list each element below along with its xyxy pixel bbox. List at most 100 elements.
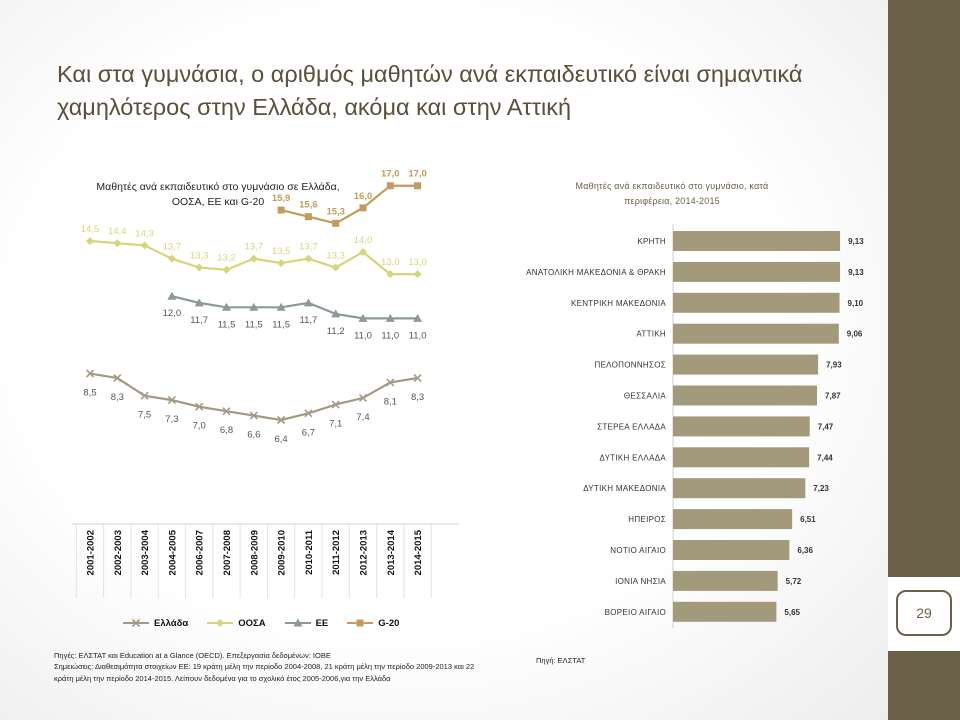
legend-swatch bbox=[284, 618, 311, 627]
data-label: 13,7 bbox=[245, 242, 264, 253]
category-label: ΔΥΤΙΚΗ ΜΑΚΕΔΟΝΙΑ bbox=[583, 484, 666, 493]
series-marker bbox=[113, 373, 122, 383]
bar bbox=[673, 231, 841, 251]
data-label: 8,3 bbox=[111, 392, 124, 403]
series-marker bbox=[304, 213, 312, 221]
data-label: 14,4 bbox=[108, 226, 127, 237]
series-marker bbox=[358, 393, 368, 402]
series-marker bbox=[386, 182, 394, 190]
category-label: ΔΥΤΙΚΗ ΕΛΛΑΔΑ bbox=[600, 453, 667, 462]
category-label: ΑΤΤΙΚΗ bbox=[636, 330, 666, 339]
charts-canvas: 2001-2002 2002-2003 2003-2004 2004-2005 2006… bbox=[72, 169, 864, 628]
value-label: 7,93 bbox=[826, 361, 842, 370]
data-label: 7,1 bbox=[329, 419, 342, 430]
legend-item: ΕΕ bbox=[284, 617, 329, 629]
series-marker bbox=[195, 402, 204, 411]
category-label: ΙΟΝΙΑ ΝΗΣΙΑ bbox=[615, 577, 666, 586]
data-label: 13,7 bbox=[299, 242, 318, 253]
legend-swatch bbox=[347, 619, 374, 627]
data-label: 13,5 bbox=[272, 246, 291, 257]
series-marker bbox=[304, 254, 313, 263]
bar bbox=[673, 354, 819, 375]
line-chart-legend: Ελλάδα ΟΟΣΑ ΕΕ G-20 bbox=[122, 616, 417, 630]
legend-label: ΕΕ bbox=[315, 617, 329, 629]
bar-chart-title: Μαθητές ανά εκπαιδευτικό στο γυμνάσιο, κ… bbox=[575, 181, 769, 206]
x-tick-label: 2009-2010 bbox=[277, 530, 288, 575]
data-label: 11,7 bbox=[190, 315, 208, 326]
series-marker bbox=[331, 263, 340, 272]
page-number-frame bbox=[896, 590, 952, 636]
page-number: 29 bbox=[916, 605, 932, 621]
value-label: 9,10 bbox=[848, 299, 864, 308]
legend-item: Ελλάδα bbox=[122, 617, 188, 629]
data-label: 14,5 bbox=[81, 224, 100, 235]
data-label: 11,5 bbox=[245, 319, 263, 330]
series-marker bbox=[359, 248, 367, 257]
data-label: 14,3 bbox=[135, 228, 154, 239]
x-tick-label: 2006-2007 bbox=[195, 530, 206, 575]
value-label: 7,47 bbox=[818, 422, 834, 431]
series-marker bbox=[386, 270, 395, 279]
category-label: ΣΤΕΡΕΑ ΕΛΛΑΔΑ bbox=[597, 422, 666, 431]
series-marker bbox=[358, 313, 368, 322]
data-label: 11,0 bbox=[381, 330, 399, 341]
data-label: 7,0 bbox=[193, 421, 206, 432]
bar bbox=[673, 540, 790, 560]
series-marker bbox=[195, 263, 204, 272]
x-tick-label: 2002-2003 bbox=[113, 530, 124, 575]
data-label: 11,2 bbox=[327, 326, 345, 337]
line-chart: 2001-2002 2002-2003 2003-2004 2004-2005 2006… bbox=[72, 169, 458, 598]
series-line bbox=[171, 295, 418, 320]
value-label: 9,13 bbox=[848, 237, 864, 246]
x-tick-label: 2011-2012 bbox=[331, 530, 342, 575]
series-marker bbox=[303, 298, 313, 307]
series-marker bbox=[167, 254, 176, 263]
series-marker bbox=[140, 391, 149, 400]
series-marker bbox=[332, 219, 340, 227]
x-tick-label: 2012-2013 bbox=[359, 530, 370, 575]
data-label: 13,2 bbox=[217, 253, 236, 264]
data-label: 8,5 bbox=[83, 388, 96, 399]
x-tick-label: 2014-2015 bbox=[413, 529, 424, 575]
legend-item: G-20 bbox=[346, 617, 399, 629]
series-marker bbox=[249, 411, 258, 420]
category-label: ΒΟΡΕΙΟ ΑΙΓΑΙΟ bbox=[605, 608, 666, 617]
bar bbox=[673, 323, 839, 344]
series-marker bbox=[276, 302, 286, 311]
series-marker bbox=[413, 313, 423, 322]
x-tick-label: 2008-2009 bbox=[249, 530, 260, 575]
x-tick-label: 2010-2011 bbox=[304, 529, 315, 575]
x-tick-label: 2004-2005 bbox=[167, 529, 178, 575]
legend-swatch bbox=[207, 619, 234, 627]
series-marker bbox=[413, 373, 422, 383]
series-marker bbox=[331, 309, 341, 318]
data-label: 11,0 bbox=[354, 330, 372, 341]
series-marker bbox=[85, 369, 95, 378]
data-label: 6,6 bbox=[247, 430, 260, 441]
series-marker bbox=[277, 259, 286, 268]
category-label: ΗΠΕΙΡΟΣ bbox=[628, 515, 666, 524]
bar bbox=[673, 292, 840, 313]
series-marker bbox=[222, 265, 231, 274]
data-label: 13,0 bbox=[381, 257, 400, 268]
data-label: 12,0 bbox=[163, 308, 182, 319]
series-marker bbox=[277, 206, 285, 214]
data-label: 15,6 bbox=[299, 200, 318, 211]
series-marker bbox=[222, 407, 231, 416]
data-label: 16,0 bbox=[354, 191, 373, 202]
series-marker bbox=[277, 415, 286, 425]
series-marker bbox=[304, 409, 313, 418]
series-marker bbox=[414, 182, 422, 190]
data-label: 13,7 bbox=[163, 242, 182, 253]
data-label: 8,1 bbox=[384, 396, 397, 407]
data-label: 15,9 bbox=[272, 193, 291, 204]
legend-label: G-20 bbox=[378, 617, 400, 629]
data-label: 14,0 bbox=[354, 235, 373, 246]
bar bbox=[673, 601, 777, 622]
line-chart-title: Μαθητές ανά εκπαιδευτικό στο γυμνάσιο σε… bbox=[96, 181, 340, 208]
category-label: ΚΡΗΤΗ bbox=[637, 237, 666, 246]
page-number-badge bbox=[888, 577, 960, 651]
bar bbox=[673, 416, 810, 437]
data-label: 8,3 bbox=[411, 392, 424, 403]
bar-chart-source: Πηγή: ΕΛΣΤΑΤ bbox=[536, 656, 586, 665]
